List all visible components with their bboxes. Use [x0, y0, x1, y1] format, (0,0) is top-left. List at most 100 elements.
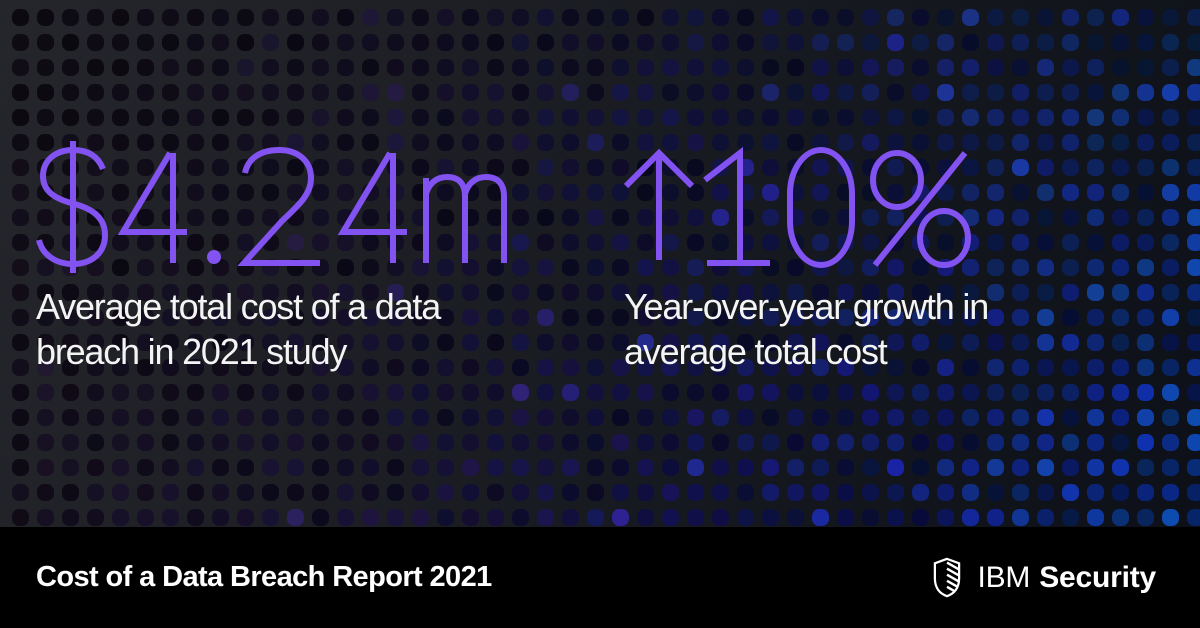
- dot: [61, 483, 79, 501]
- dot: [236, 33, 254, 51]
- dot: [186, 433, 204, 451]
- dot: [861, 133, 879, 151]
- dot: [186, 458, 204, 476]
- dot: [236, 433, 254, 451]
- dot: [961, 458, 979, 476]
- dot: [936, 333, 954, 351]
- dot: [11, 258, 29, 276]
- dot: [111, 183, 129, 201]
- dot: [1136, 183, 1154, 201]
- dot: [811, 483, 829, 501]
- dot: [186, 133, 204, 151]
- dot: [961, 83, 979, 101]
- dot: [286, 433, 304, 451]
- dot: [586, 208, 604, 226]
- dot: [11, 8, 29, 26]
- dot: [1061, 133, 1079, 151]
- dot: [336, 233, 354, 251]
- dot: [1086, 508, 1104, 526]
- dot: [1036, 258, 1054, 276]
- dot: [311, 458, 329, 476]
- dot: [861, 283, 879, 301]
- dot: [736, 8, 754, 26]
- dot: [286, 308, 304, 326]
- dot: [611, 483, 629, 501]
- dot: [586, 258, 604, 276]
- dot: [961, 8, 979, 26]
- dot: [36, 383, 54, 401]
- dot: [361, 483, 379, 501]
- dot: [1011, 483, 1029, 501]
- dot: [786, 33, 804, 51]
- dot: [311, 58, 329, 76]
- dot: [986, 33, 1004, 51]
- dot: [86, 333, 104, 351]
- dot: [861, 58, 879, 76]
- dot: [236, 383, 254, 401]
- dot: [1111, 308, 1129, 326]
- dot: [761, 58, 779, 76]
- dot: [336, 333, 354, 351]
- dot: [986, 408, 1004, 426]
- dot: [761, 233, 779, 251]
- dot: [1136, 483, 1154, 501]
- dot: [761, 333, 779, 351]
- dot: [836, 408, 854, 426]
- dot: [136, 33, 154, 51]
- dot: [36, 508, 54, 526]
- dot: [211, 483, 229, 501]
- dot: [1161, 33, 1179, 51]
- dot: [811, 58, 829, 76]
- dot: [836, 83, 854, 101]
- dot: [1061, 483, 1079, 501]
- dot: [336, 383, 354, 401]
- dot: [1136, 283, 1154, 301]
- dot: [1161, 308, 1179, 326]
- dot: [511, 358, 529, 376]
- dot: [1011, 83, 1029, 101]
- dot: [61, 408, 79, 426]
- dot: [211, 133, 229, 151]
- dot: [1011, 33, 1029, 51]
- dot: [661, 358, 679, 376]
- dot: [136, 233, 154, 251]
- dot: [836, 458, 854, 476]
- dot: [336, 133, 354, 151]
- dot: [261, 458, 279, 476]
- dot: [761, 483, 779, 501]
- dot: [536, 483, 554, 501]
- dot: [1186, 433, 1200, 451]
- dot: [611, 508, 629, 526]
- dot: [286, 108, 304, 126]
- dot: [386, 408, 404, 426]
- dot: [636, 308, 654, 326]
- dot: [61, 8, 79, 26]
- dot: [986, 58, 1004, 76]
- dot: [536, 358, 554, 376]
- dot: [461, 108, 479, 126]
- dot: [361, 308, 379, 326]
- dot: [11, 308, 29, 326]
- dot: [461, 408, 479, 426]
- dot: [36, 483, 54, 501]
- dot: [861, 8, 879, 26]
- dot: [86, 358, 104, 376]
- dot: [961, 383, 979, 401]
- dot: [411, 133, 429, 151]
- dot: [586, 358, 604, 376]
- dot: [1111, 58, 1129, 76]
- dot: [1061, 83, 1079, 101]
- dot: [811, 83, 829, 101]
- dot: [786, 458, 804, 476]
- dot: [36, 8, 54, 26]
- dot: [161, 458, 179, 476]
- dot: [211, 83, 229, 101]
- dot: [261, 283, 279, 301]
- dot: [936, 283, 954, 301]
- dot: [111, 158, 129, 176]
- dot: [86, 283, 104, 301]
- dot: [861, 208, 879, 226]
- dot: [611, 308, 629, 326]
- dot: [436, 308, 454, 326]
- dot: [536, 108, 554, 126]
